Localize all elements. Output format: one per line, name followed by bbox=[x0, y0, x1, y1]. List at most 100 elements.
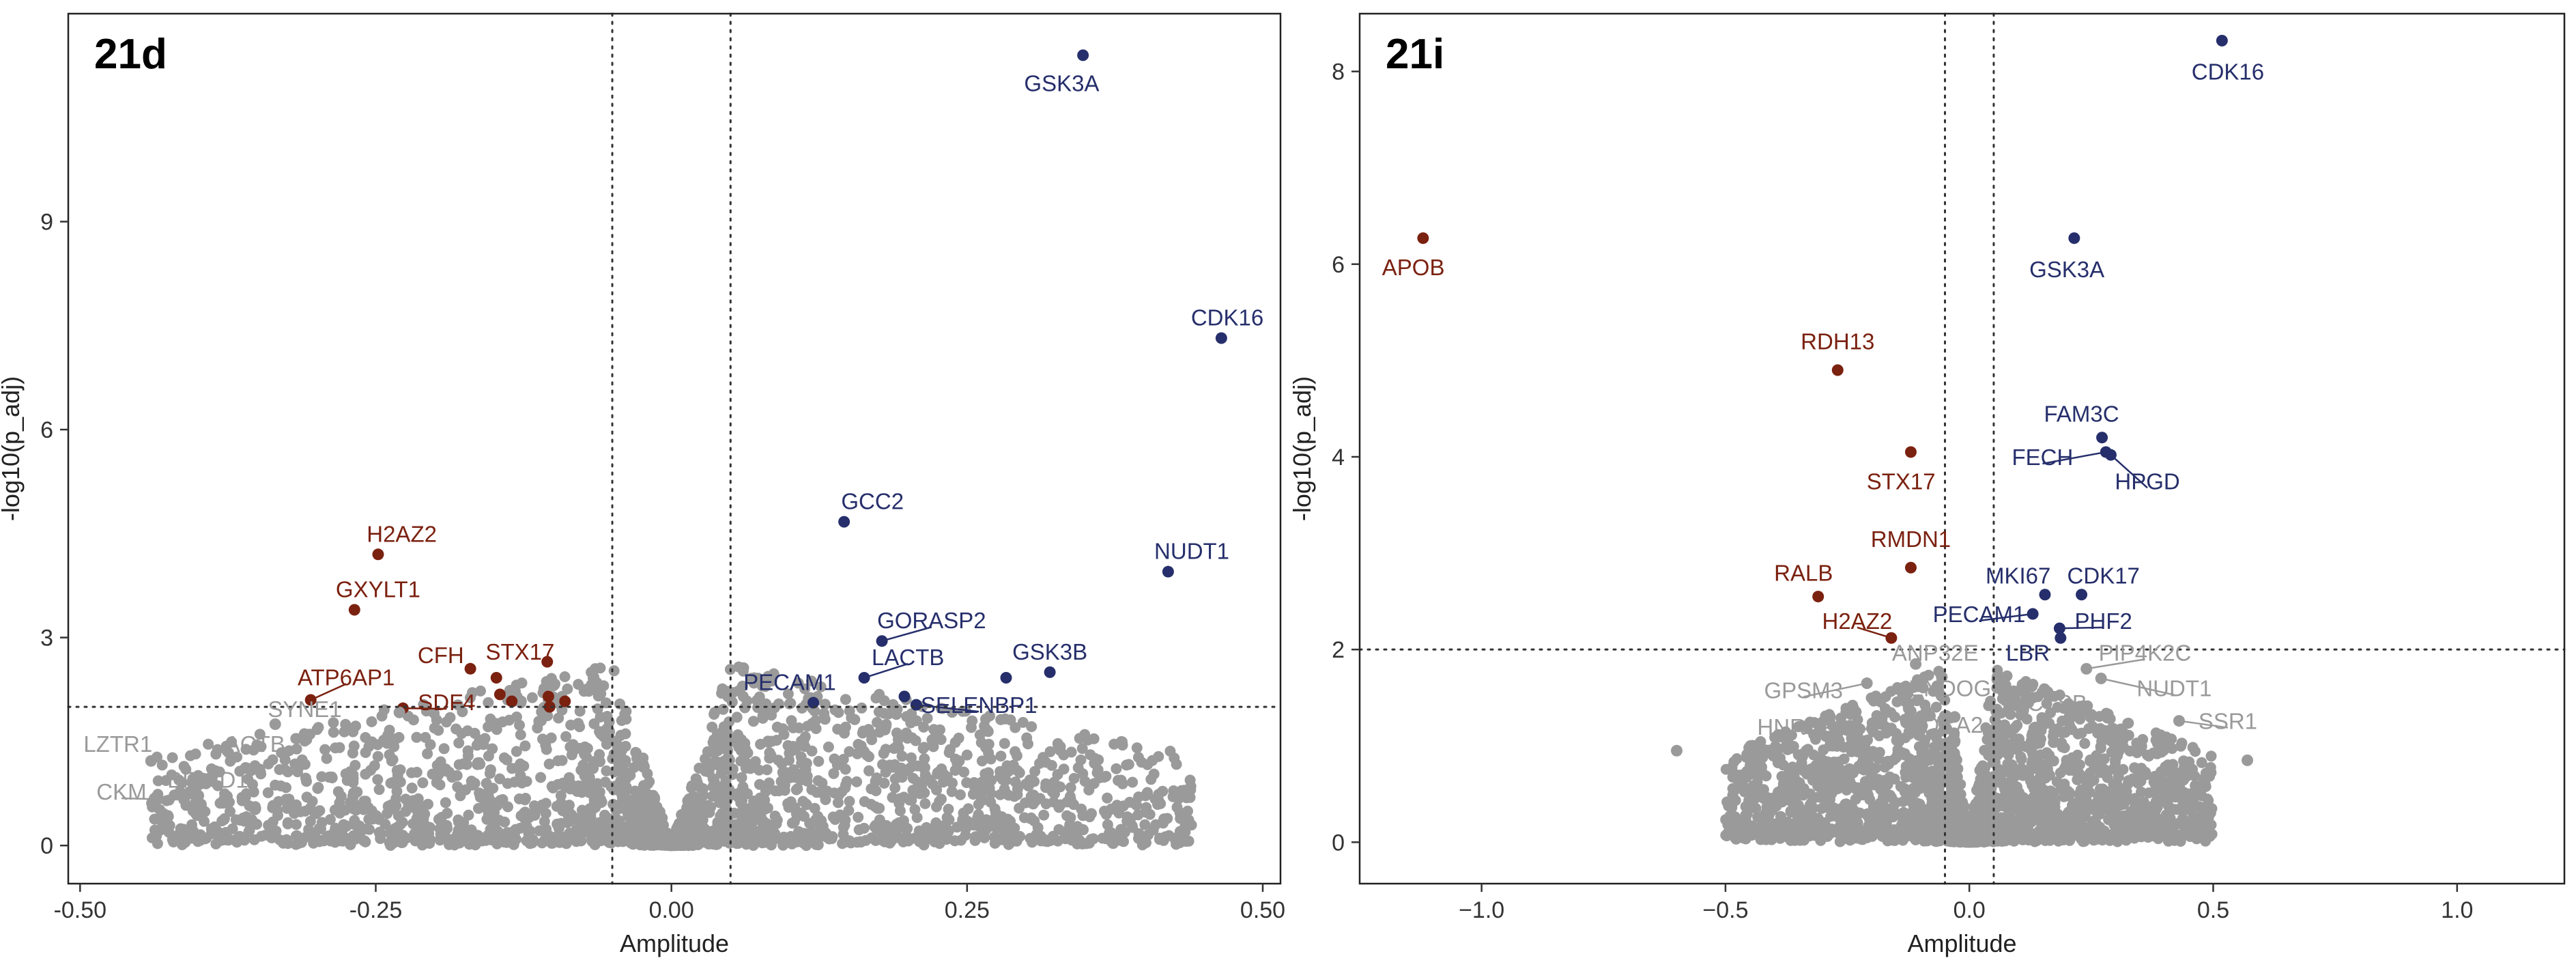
gene-point-ckm[interactable] bbox=[178, 794, 190, 806]
background-point bbox=[184, 786, 195, 798]
background-point bbox=[559, 671, 571, 682]
gene-point-lztr1[interactable] bbox=[145, 755, 157, 767]
background-point bbox=[1741, 752, 1752, 763]
background-point bbox=[384, 837, 395, 849]
background-point bbox=[2027, 731, 2038, 742]
gene-point-gcc2[interactable] bbox=[838, 516, 850, 528]
background-point bbox=[995, 750, 1007, 762]
background-point bbox=[1945, 735, 1957, 747]
background-point bbox=[1052, 769, 1063, 781]
background-point bbox=[704, 806, 715, 818]
background-point bbox=[1917, 682, 1929, 694]
gene-point-cdk16[interactable] bbox=[1215, 332, 1227, 344]
gene-point-gorasp2[interactable] bbox=[876, 635, 888, 647]
background-point bbox=[2037, 828, 2048, 840]
gene-point-down[interactable] bbox=[493, 688, 506, 701]
background-point bbox=[698, 789, 709, 801]
background-point bbox=[366, 716, 377, 727]
background-point bbox=[1926, 783, 1938, 794]
background-point bbox=[558, 804, 570, 816]
gene-point-actb[interactable] bbox=[240, 761, 252, 774]
background-point bbox=[773, 755, 784, 766]
gene-point-up[interactable] bbox=[898, 690, 911, 703]
background-point bbox=[809, 802, 820, 814]
background-point bbox=[542, 710, 554, 722]
background-point bbox=[199, 815, 210, 827]
background-point bbox=[521, 820, 532, 832]
background-point bbox=[1010, 746, 1021, 757]
background-point bbox=[152, 838, 163, 849]
gene-point-atp6ap1[interactable] bbox=[304, 694, 317, 706]
gene-point-brwd1[interactable] bbox=[192, 789, 205, 802]
background-point bbox=[790, 784, 802, 796]
background-point bbox=[1065, 782, 1076, 794]
gene-point-nudt1[interactable] bbox=[1162, 565, 1174, 578]
background-point bbox=[935, 734, 947, 745]
background-point bbox=[905, 717, 917, 729]
gene-point-down[interactable] bbox=[559, 695, 571, 707]
background-point bbox=[1117, 736, 1128, 748]
gene-point-ns[interactable] bbox=[393, 706, 405, 718]
background-point bbox=[736, 772, 747, 783]
background-point bbox=[502, 778, 513, 789]
background-point bbox=[365, 765, 376, 776]
gene-point-gsk3b[interactable] bbox=[1044, 666, 1056, 678]
background-point bbox=[1738, 813, 1749, 824]
background-point bbox=[1879, 761, 1891, 773]
gene-point-gxylt1[interactable] bbox=[348, 604, 360, 616]
gene-point-down[interactable] bbox=[542, 690, 554, 703]
gene-point-down[interactable] bbox=[506, 695, 518, 707]
background-point bbox=[1992, 742, 2003, 753]
gene-point-cfh[interactable] bbox=[464, 662, 476, 675]
background-point bbox=[919, 753, 930, 765]
gene-point-syne1[interactable] bbox=[269, 718, 281, 731]
panel-title: 21d bbox=[94, 31, 167, 78]
gene-point-down[interactable] bbox=[541, 656, 554, 668]
background-point bbox=[1841, 765, 1852, 776]
background-point bbox=[2035, 817, 2046, 828]
background-point bbox=[778, 831, 790, 843]
background-point bbox=[1921, 705, 1932, 716]
background-point bbox=[1001, 760, 1013, 772]
background-point bbox=[1762, 792, 1774, 804]
background-point bbox=[1867, 776, 1879, 788]
background-point bbox=[912, 760, 924, 772]
background-point bbox=[995, 714, 1007, 725]
gene-point-up[interactable] bbox=[1000, 672, 1012, 684]
gene-label-gsk3a: GSK3A bbox=[1024, 71, 1099, 96]
background-point bbox=[1083, 837, 1095, 849]
background-point bbox=[761, 764, 773, 776]
background-point bbox=[1889, 827, 1900, 839]
background-point bbox=[425, 834, 435, 845]
background-point bbox=[1132, 752, 1144, 763]
background-point bbox=[674, 838, 685, 849]
background-point bbox=[2182, 819, 2194, 831]
gene-point-gsk3a[interactable] bbox=[1077, 49, 1089, 61]
background-point bbox=[918, 721, 930, 733]
background-point bbox=[340, 768, 352, 780]
background-point bbox=[416, 839, 428, 851]
background-point bbox=[936, 794, 947, 805]
gene-point-h2az2[interactable] bbox=[372, 548, 384, 561]
background-point bbox=[2021, 714, 2033, 725]
background-point bbox=[1102, 792, 1113, 804]
gene-point-stx17[interactable] bbox=[490, 672, 502, 684]
background-point bbox=[1889, 834, 1900, 846]
background-point bbox=[581, 774, 592, 785]
background-point bbox=[757, 712, 769, 724]
gene-point-pecam1[interactable] bbox=[807, 697, 820, 709]
background-point bbox=[348, 740, 360, 752]
background-point bbox=[706, 746, 718, 758]
background-point bbox=[1130, 798, 1141, 810]
background-point bbox=[700, 753, 711, 765]
background-point bbox=[1752, 811, 1764, 823]
background-point bbox=[608, 665, 620, 677]
background-point bbox=[1828, 756, 1840, 768]
background-point bbox=[474, 759, 486, 770]
background-point bbox=[1093, 754, 1104, 766]
background-point bbox=[1959, 815, 1971, 826]
gene-point-down[interactable] bbox=[543, 701, 556, 713]
gene-point-lactb[interactable] bbox=[858, 672, 870, 684]
background-point bbox=[300, 805, 311, 817]
background-point bbox=[754, 764, 765, 776]
